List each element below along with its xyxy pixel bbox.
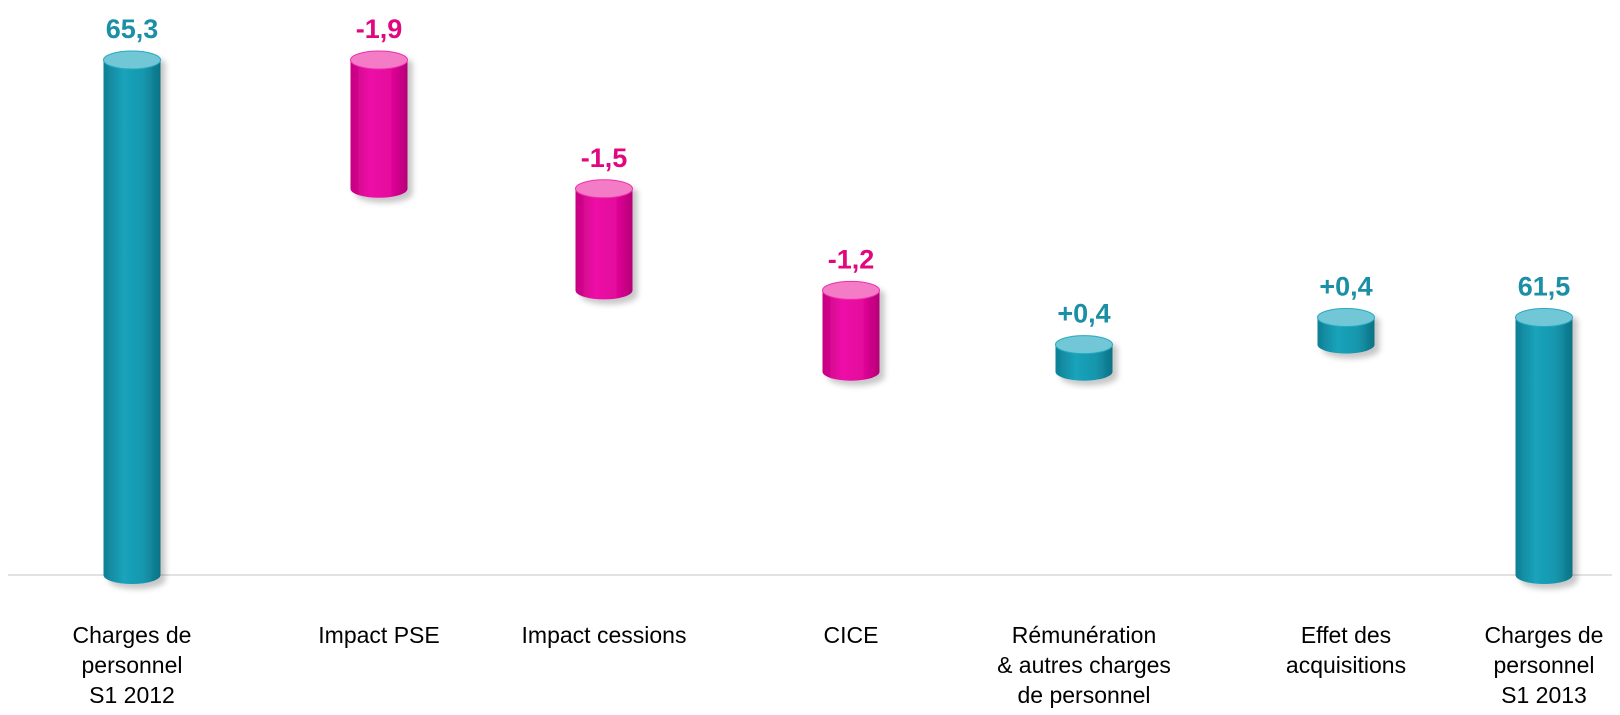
value-label-7: 61,5 bbox=[1518, 272, 1571, 302]
value-labels-group: 65,3 -1,9 -1,5 -1,2 +0,4 +0,4 61,5 bbox=[106, 14, 1571, 329]
category-label-3: Impact cessions bbox=[521, 622, 687, 648]
bar-3 bbox=[575, 179, 633, 300]
bar-6 bbox=[1317, 308, 1375, 354]
value-label-5: +0,4 bbox=[1057, 299, 1110, 329]
value-label-2: -1,9 bbox=[356, 14, 403, 44]
value-label-4: -1,2 bbox=[828, 244, 875, 274]
bar-1 bbox=[103, 50, 161, 584]
category-label-5: Rémunération & autres charges de personn… bbox=[997, 622, 1171, 708]
category-label-4: CICE bbox=[823, 622, 879, 648]
bar-7 bbox=[1515, 308, 1573, 584]
category-label-6: Effet des acquisitions bbox=[1285, 622, 1407, 678]
category-label-7: Charges de personnel S1 2013 bbox=[1484, 622, 1604, 708]
bar-5 bbox=[1055, 335, 1113, 381]
bar-4 bbox=[822, 280, 880, 381]
value-label-3: -1,5 bbox=[581, 143, 628, 173]
bar-2 bbox=[350, 50, 408, 198]
value-label-1: 65,3 bbox=[106, 14, 159, 44]
bars-group bbox=[103, 50, 1573, 584]
category-label-1: Charges de personnel S1 2012 bbox=[72, 622, 192, 708]
category-label-2: Impact PSE bbox=[318, 622, 440, 648]
value-label-6: +0,4 bbox=[1319, 272, 1372, 302]
